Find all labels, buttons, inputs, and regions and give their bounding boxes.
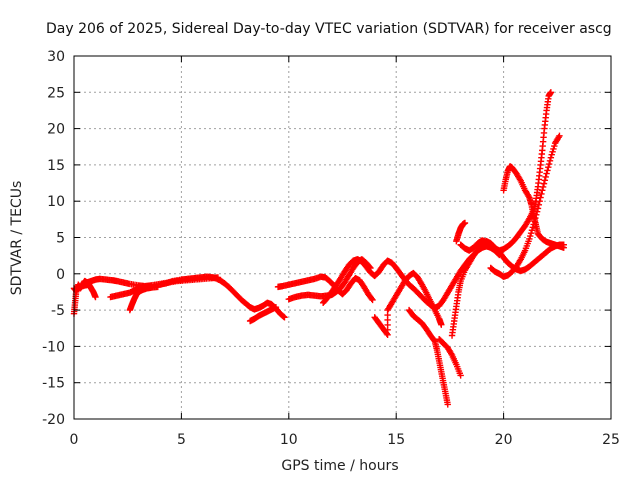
data-point <box>527 232 534 240</box>
data-point <box>92 293 99 301</box>
y-tick-label: 15 <box>47 158 65 174</box>
sdtvar-20-22-lower <box>487 132 563 280</box>
data-point <box>383 330 390 337</box>
data-point <box>535 201 543 209</box>
data-point <box>530 221 537 228</box>
data-point <box>532 214 539 222</box>
sdtvar-lower-early <box>70 281 99 301</box>
y-tick-label: 10 <box>47 194 65 210</box>
data-point <box>549 148 556 156</box>
chart-title: Day 206 of 2025, Sidereal Day-to-day VTE… <box>46 21 612 37</box>
data-point <box>368 295 375 302</box>
y-tick-label: 30 <box>47 49 65 65</box>
data-point <box>550 145 557 153</box>
data-point <box>214 274 222 281</box>
sdtvar-18-upper <box>453 219 469 245</box>
x-tick-label: 5 <box>177 432 186 448</box>
data-point <box>556 132 563 140</box>
sdtvar-18-late <box>448 237 567 339</box>
y-tick-label: 20 <box>47 122 65 138</box>
y-tick-label: -15 <box>42 376 65 392</box>
grid-lines <box>74 56 611 419</box>
data-point <box>547 154 555 161</box>
data-point <box>538 190 545 198</box>
sdtvar-14-17 <box>371 269 445 338</box>
sdtvar-20-22-upper <box>500 163 567 251</box>
sdtvar-17-18-drop <box>435 335 464 379</box>
data-point <box>444 401 451 408</box>
data-point <box>533 211 540 219</box>
x-tick-label: 20 <box>495 432 513 448</box>
data-point <box>551 142 558 150</box>
data-point <box>531 218 538 225</box>
data-point <box>154 283 161 291</box>
data-point <box>560 244 567 251</box>
data-point <box>536 198 543 205</box>
data-point <box>272 303 280 311</box>
y-tick-label: 5 <box>56 231 65 247</box>
y-tick-label: -20 <box>42 412 65 428</box>
data-point <box>280 313 287 320</box>
data-point <box>544 167 551 174</box>
data-point <box>369 296 376 304</box>
y-tick-label: -5 <box>51 303 65 319</box>
data-point <box>541 177 549 184</box>
data-point <box>548 151 555 158</box>
data-point <box>438 321 445 328</box>
data-point <box>547 89 555 96</box>
sdtvar-midday <box>246 303 280 325</box>
data-point <box>539 187 546 194</box>
data-point <box>545 164 552 171</box>
data-point <box>527 229 535 237</box>
data-points <box>70 89 567 408</box>
data-point <box>281 314 288 321</box>
x-tick-label: 25 <box>602 432 620 448</box>
data-point <box>430 336 438 344</box>
sdtvar-drop-3 <box>126 283 161 314</box>
x-axis-title: GPS time / hours <box>281 458 398 474</box>
y-tick-label: 0 <box>56 267 65 283</box>
sdtvar-16-18-drop <box>405 306 451 408</box>
sdtvar-18-20 <box>457 89 555 254</box>
data-point <box>529 224 537 231</box>
x-tick-label: 15 <box>387 432 405 448</box>
data-point <box>457 372 464 379</box>
data-point <box>528 227 536 234</box>
y-tick-label: 25 <box>47 85 65 101</box>
y-axis-title: SDTVAR / TECUs <box>9 181 25 296</box>
axis-ticks: -20 -15 -10 -5 0 5 10 15 20 25 30 0 5 10 15 20 25 <box>42 49 620 448</box>
data-point <box>534 205 542 212</box>
data-point <box>545 160 553 168</box>
x-tick-label: 10 <box>280 432 298 448</box>
data-point <box>539 183 547 191</box>
x-tick-label: 0 <box>70 432 79 448</box>
sdtvar-mid-early <box>107 274 222 301</box>
data-point <box>526 235 533 243</box>
data-point <box>537 194 544 201</box>
data-point <box>533 208 541 215</box>
y-tick-label: -10 <box>42 339 65 355</box>
data-point <box>461 219 469 227</box>
data-point <box>546 157 554 165</box>
data-point <box>542 173 549 181</box>
data-point <box>540 180 548 187</box>
data-point <box>543 170 550 177</box>
